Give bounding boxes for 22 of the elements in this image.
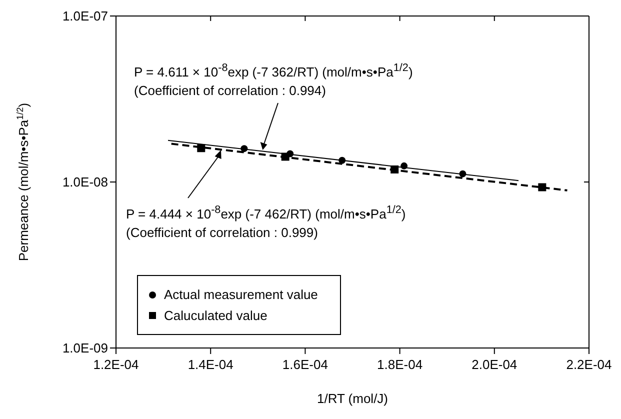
point	[459, 170, 466, 178]
y-tick-label: 1.0E-09	[62, 340, 108, 356]
x-tick-label: 1.8E-04	[377, 357, 423, 372]
x-tick-label: 2.0E-04	[472, 357, 518, 372]
x-tick-label: 1.4E-04	[188, 357, 234, 372]
point	[400, 162, 408, 170]
text: P = 4.611 × 10$^{-8}$exp (-7 362/RT) (mol/m•s•Pa$^{1/2}$) (Coefficient of correlation : 0.994)	[134, 62, 413, 98]
y-tick-label: 1.0E-07	[62, 8, 108, 24]
x-tick-label: 1.2E-04	[93, 357, 139, 372]
point	[338, 156, 346, 164]
point	[538, 183, 546, 192]
text: P = 4.444 × 10$^{-8}$exp (-7 462/RT) (mol/m•s•Pa$^{1/2}$) (Coefficient of correlation : 0.999)	[126, 204, 406, 240]
x-axis-title: 1/RT (mol/J)	[316, 391, 388, 406]
point	[240, 145, 248, 152]
point	[197, 144, 206, 152]
point	[390, 165, 399, 174]
legend-label: Caluculated value	[164, 307, 268, 325]
x-tick-label: 1.6E-04	[282, 357, 328, 372]
legend-label: Actual measurement value	[164, 286, 318, 304]
point	[281, 152, 290, 161]
x-tick-label: 2.2E-04	[566, 357, 612, 372]
y-tick-label: 1.0E-08	[62, 174, 108, 190]
